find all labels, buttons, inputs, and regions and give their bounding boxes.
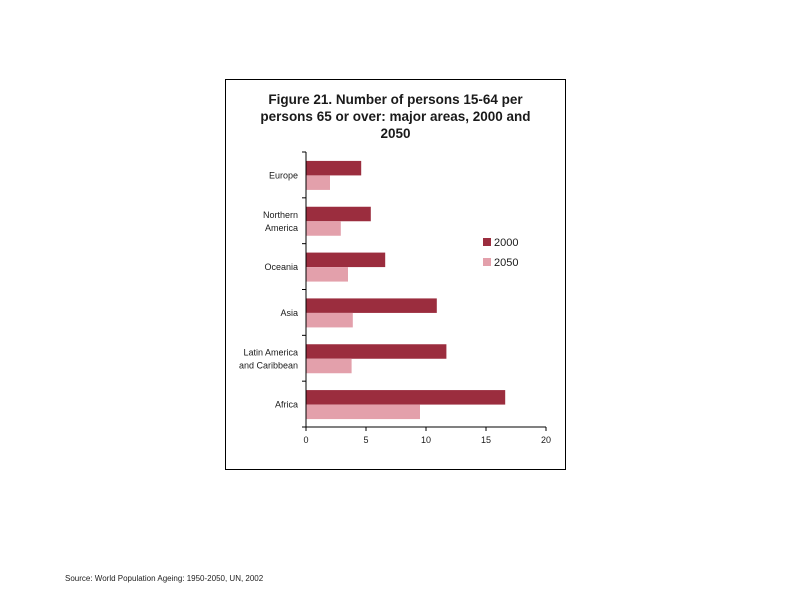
- bar-2000-5: [306, 344, 447, 359]
- bar-2050-1: [306, 175, 330, 190]
- legend-swatch-2000: [483, 238, 491, 246]
- bar-2050-5: [306, 358, 352, 374]
- bar-2000-6: [306, 390, 506, 405]
- category-label-6: Africa: [275, 400, 298, 410]
- chart-title: Figure 21. Number of persons 15-64 per p…: [260, 92, 531, 141]
- bar-2000-3: [306, 252, 386, 268]
- x-tick-label-15: 15: [481, 435, 491, 445]
- chart-plot: Europe Northern America Oceania Asia Latin Am…: [239, 151, 551, 445]
- category-label-4: Asia: [280, 308, 298, 318]
- bar-2050-3: [306, 267, 348, 282]
- bar-2050-4: [306, 312, 353, 328]
- legend-label-2050: 2050: [494, 257, 518, 269]
- category-label-5: Latin America and Caribbean: [239, 347, 298, 370]
- x-tick-label-10: 10: [421, 435, 431, 445]
- category-label-1: Europe: [269, 170, 298, 180]
- x-tick-label-20: 20: [541, 435, 551, 445]
- bar-2050-2: [306, 221, 341, 236]
- bar-2000-1: [306, 160, 362, 176]
- bar-2050-6: [306, 404, 420, 420]
- legend-label-2000: 2000: [494, 237, 518, 249]
- category-label-2: Northern America: [263, 210, 298, 233]
- x-tick-label-5: 5: [363, 435, 368, 445]
- chart-frame: Figure 21. Number of persons 15-64 per p…: [225, 79, 566, 470]
- source-note: Source: World Population Ageing: 1950-20…: [65, 574, 264, 583]
- category-label-3: Oceania: [264, 262, 298, 272]
- legend-swatch-2050: [483, 258, 491, 266]
- bar-2000-2: [306, 206, 371, 222]
- bar-2000-4: [306, 298, 437, 313]
- x-tick-label-0: 0: [303, 435, 308, 445]
